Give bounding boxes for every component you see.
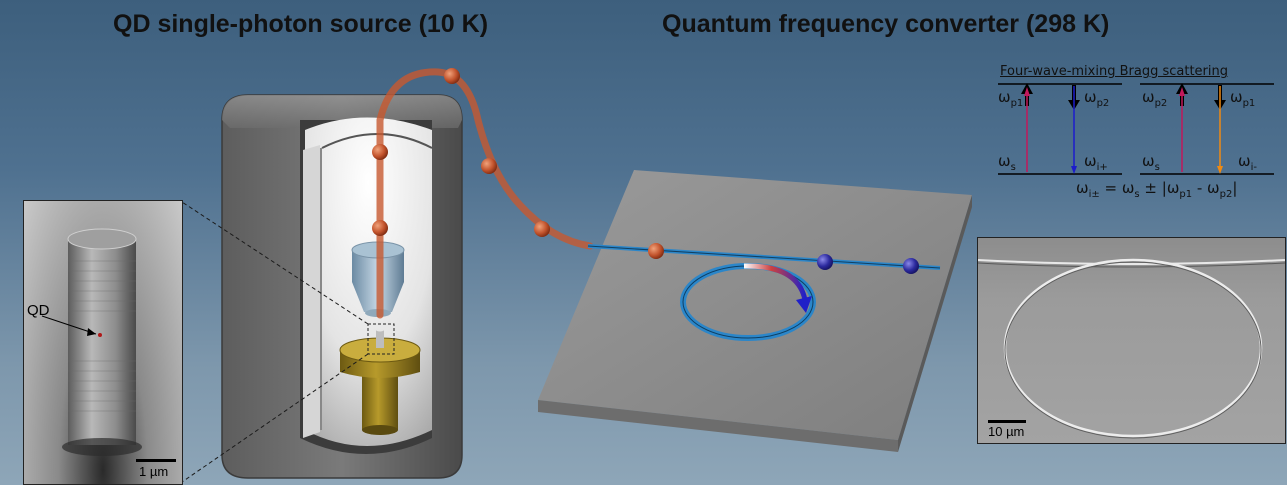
ring-scale-label: 10 µm xyxy=(988,424,1025,439)
omega-p1-right: ωp1 xyxy=(1230,88,1256,109)
qd-label: QD xyxy=(27,302,50,319)
fwm-heading: Four-wave-mixing Bragg scattering xyxy=(1000,64,1228,79)
blue-photon xyxy=(817,254,833,270)
zoom-lines xyxy=(181,201,369,483)
omega-p1-left: ωp1 xyxy=(998,88,1024,109)
photonic-chip xyxy=(538,170,972,452)
pillar-sem-image: QD 1 µm xyxy=(23,200,183,485)
bragg-equation: ωi± = ωs ± |ωp1 - ωp2| xyxy=(1076,179,1238,200)
qd-pointer xyxy=(41,315,97,335)
ring-sem-graphic xyxy=(978,258,1285,439)
red-photon xyxy=(372,220,388,236)
red-photon xyxy=(444,68,460,84)
pillar-scale-label: 1 µm xyxy=(139,464,169,479)
signal-arrowhead-left xyxy=(1024,87,1030,96)
red-photon xyxy=(481,158,497,174)
red-photon xyxy=(648,243,664,259)
ring-scale-bar xyxy=(988,420,1026,423)
red-photon xyxy=(534,221,550,237)
photons xyxy=(372,68,919,274)
omega-s-left: ωs xyxy=(998,152,1016,173)
omega-p2-right: ωp2 xyxy=(1142,88,1168,109)
ring-arrowhead xyxy=(796,296,812,313)
cryostat xyxy=(221,94,463,479)
pillar-scale-bar xyxy=(136,459,176,462)
converter-title: Quantum frequency converter (298 K) xyxy=(662,10,1110,38)
quantum-dot xyxy=(98,333,102,337)
blue-photon xyxy=(903,258,919,274)
bus-waveguide-edge xyxy=(587,245,941,269)
idler-minus-arrowhead xyxy=(1217,166,1223,174)
signal-arrowhead-right xyxy=(1179,87,1185,96)
idler-plus-arrowhead xyxy=(1071,166,1077,174)
source-title: QD single-photon source (10 K) xyxy=(113,10,489,38)
energy-levels xyxy=(998,83,1274,175)
microring-resonator xyxy=(680,263,816,341)
sample-stage xyxy=(339,323,421,435)
red-photon xyxy=(372,144,388,160)
omega-s-right: ωs xyxy=(1142,152,1160,173)
fwm-energy-diagram: Four-wave-mixing Bragg scattering ωp1 ωp… xyxy=(988,62,1280,222)
qd-pointer-arrowhead xyxy=(87,328,96,336)
omega-i-plus: ωi+ xyxy=(1084,152,1108,173)
omega-p2-left: ωp2 xyxy=(1084,88,1110,109)
ring-sem-image: 10 µm xyxy=(977,237,1286,444)
pillar-sem-graphic xyxy=(41,228,176,462)
omega-i-minus: ωi- xyxy=(1238,152,1257,173)
